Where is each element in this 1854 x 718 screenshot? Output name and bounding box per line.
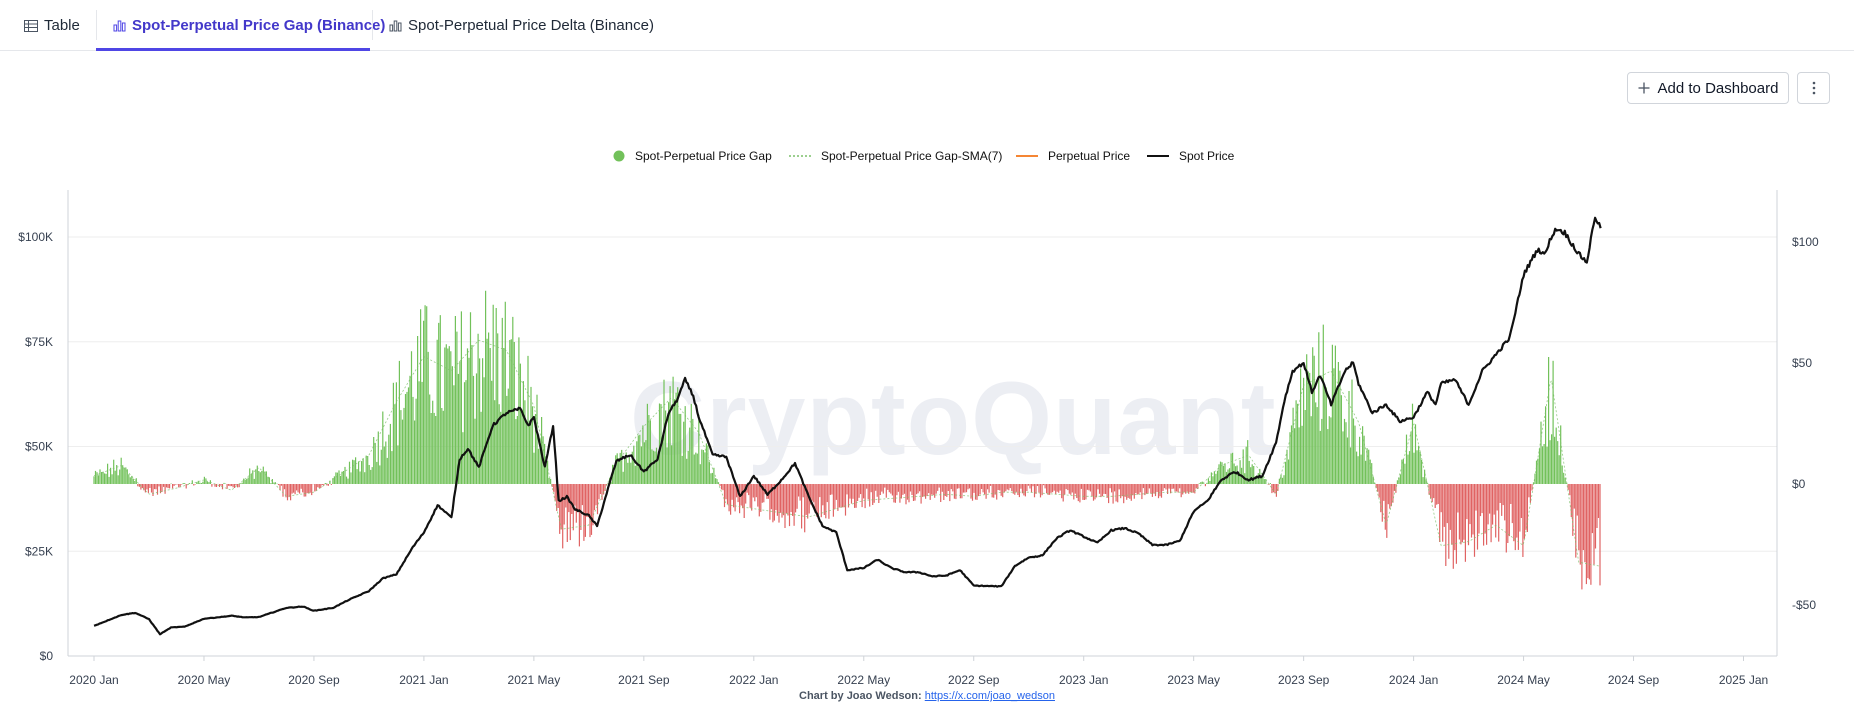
x-axis-tick-label: 2022 Jan (729, 673, 778, 687)
left-axis-tick-label: $75K (25, 335, 53, 349)
legend-item-perpetual[interactable]: Perpetual Price (1016, 148, 1130, 164)
x-axis-tick-label: 2021 Jan (399, 673, 448, 687)
chart-legend: Spot-Perpetual Price Gap Spot-Perpetual … (0, 148, 1854, 164)
more-options-button[interactable] (1797, 72, 1830, 104)
left-axis-tick-label: $0 (40, 649, 54, 663)
x-axis-tick-label: 2023 Jan (1059, 673, 1108, 687)
legend-item-sma[interactable]: Spot-Perpetual Price Gap-SMA(7) (789, 148, 1002, 164)
x-axis-tick-label: 2022 May (837, 673, 890, 687)
legend-item-spot[interactable]: Spot Price (1147, 148, 1234, 164)
right-axis-tick-label: $0 (1792, 477, 1806, 491)
x-axis-tick-label: 2021 Sep (618, 673, 670, 687)
x-axis-tick-label: 2025 Jan (1719, 673, 1768, 687)
active-tab-indicator (96, 48, 370, 51)
gap-bars (93, 290, 1601, 590)
tab-table[interactable]: Table (24, 0, 80, 51)
legend-line-icon (1016, 155, 1038, 157)
x-axis-tick-label: 2020 Sep (288, 673, 340, 687)
tab-bar: Table Spot-Perpetual Price Gap (Binance)… (0, 0, 1854, 51)
gap-sma-line (93, 339, 1601, 567)
x-axis-tick-label: 2024 Jan (1389, 673, 1438, 687)
tab-spot-perpetual-gap[interactable]: Spot-Perpetual Price Gap (Binance) (113, 0, 385, 51)
chart-credit: Chart by Joao Wedson: https://x.com/joao… (0, 690, 1854, 702)
right-axis-tick-label: $50 (1792, 356, 1812, 370)
right-axis-tick-label: $100 (1792, 235, 1819, 249)
legend-label: Spot-Perpetual Price Gap (635, 149, 772, 163)
legend-label: Spot-Perpetual Price Gap-SMA(7) (821, 149, 1003, 163)
left-axis-tick-label: $100K (18, 230, 53, 244)
x-axis-tick-label: 2020 May (178, 673, 231, 687)
bar-chart-icon (113, 20, 126, 32)
legend-item-gap[interactable]: Spot-Perpetual Price Gap (613, 148, 772, 164)
credit-prefix: Chart by Joao Wedson: (799, 690, 922, 702)
x-axis-tick-label: 2020 Jan (69, 673, 118, 687)
spot-price-line (93, 216, 1602, 636)
add-to-dashboard-button[interactable]: Add to Dashboard (1627, 72, 1789, 104)
bar-chart-icon (389, 20, 402, 32)
spot-polyline (93, 216, 1602, 636)
x-axis-tick-label: 2024 May (1497, 673, 1550, 687)
legend-dot-icon (613, 150, 625, 162)
legend-dashed-line-icon (789, 155, 811, 157)
legend-line-icon (1147, 155, 1169, 157)
right-axis-tick-label: -$50 (1792, 598, 1816, 612)
more-vertical-icon (1812, 81, 1815, 95)
left-axis-tick-label: $25K (25, 544, 53, 558)
tab-divider (96, 10, 97, 40)
tab-label: Spot-Perpetual Price Gap (Binance) (132, 17, 386, 34)
x-axis-tick-label: 2021 May (508, 673, 561, 687)
legend-label: Spot Price (1179, 149, 1235, 163)
tab-label: Table (44, 17, 80, 34)
x-axis-tick-label: 2024 Sep (1608, 673, 1660, 687)
tab-spot-perpetual-delta[interactable]: Spot-Perpetual Price Delta (Binance) (389, 0, 654, 51)
tab-divider (372, 10, 373, 40)
table-icon (24, 19, 38, 32)
gridlines (68, 236, 1777, 552)
chart-axes: $0 $25K $50K $75K $100K -$50 $0 $50 $100 2020 Jan… (18, 190, 1819, 687)
left-axis-tick-label: $50K (25, 440, 53, 454)
add-to-dashboard-label: Add to Dashboard (1657, 79, 1779, 97)
legend-label: Perpetual Price (1048, 149, 1131, 163)
x-axis-tick-label: 2023 May (1167, 673, 1220, 687)
price-gap-chart: $0 $25K $50K $75K $100K -$50 $0 $50 $100 2020 Jan… (18, 190, 1819, 687)
x-axis-tick-label: 2022 Sep (948, 673, 1000, 687)
sma-polyline (93, 339, 1601, 567)
credit-link[interactable]: https://x.com/joao_wedson (924, 690, 1055, 702)
plus-icon (1638, 82, 1650, 94)
x-axis-tick-label: 2023 Sep (1278, 673, 1330, 687)
tab-label: Spot-Perpetual Price Delta (Binance) (408, 17, 654, 34)
